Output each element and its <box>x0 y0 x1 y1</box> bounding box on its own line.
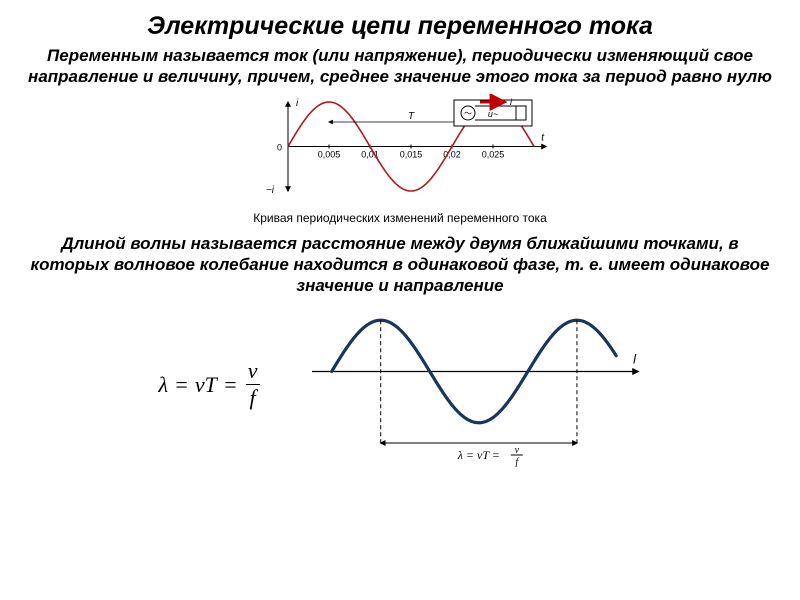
svg-text:ν: ν <box>514 445 519 456</box>
formula-fraction: ν f <box>244 360 262 409</box>
svg-text:−i: −i <box>266 185 275 196</box>
chart-period-wrap: 0,0050,010,0150,020,0250i−itT～iu~ <box>20 94 780 209</box>
svg-text:t: t <box>541 132 545 143</box>
wavelength-definition: Длиной волны называется расстояние между… <box>20 233 780 297</box>
svg-text:0,015: 0,015 <box>400 149 423 159</box>
svg-text:f: f <box>515 457 519 467</box>
chart-period-sine: 0,0050,010,0150,020,0250i−itT～iu~ <box>250 94 550 209</box>
page-subtitle: Переменным называется ток (или напряжени… <box>20 45 780 88</box>
svg-text:T: T <box>408 111 415 122</box>
svg-text:i: i <box>296 98 299 109</box>
equals-icon: = <box>223 372 238 398</box>
wavelength-formula: λ = νT = ν f <box>158 360 261 409</box>
formula-lhs: λ <box>158 372 168 398</box>
svg-text:u~: u~ <box>488 109 498 119</box>
svg-text:0,005: 0,005 <box>318 149 341 159</box>
formula-mid: νT <box>195 372 217 398</box>
equals-icon: = <box>174 372 189 398</box>
bottom-row: λ = νT = ν f lλ = νT = νf <box>20 302 780 467</box>
svg-text:l: l <box>633 352 637 367</box>
page-title: Электрические цепи переменного тока <box>20 12 780 41</box>
formula-frac-num: ν <box>244 360 262 384</box>
svg-text:λ = νT =: λ = νT = <box>456 448 499 462</box>
chart-wavelength-sine: l λ = νT = νf <box>302 302 642 467</box>
svg-text:～: ～ <box>464 109 472 118</box>
chart-caption: Кривая периодических изменений переменно… <box>20 211 780 225</box>
formula-frac-den: f <box>246 384 260 409</box>
svg-text:0,025: 0,025 <box>482 149 505 159</box>
svg-text:0: 0 <box>277 142 282 152</box>
